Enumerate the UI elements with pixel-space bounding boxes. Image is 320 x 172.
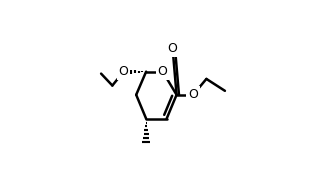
Text: O: O xyxy=(188,88,198,101)
Text: O: O xyxy=(119,65,129,78)
Text: O: O xyxy=(168,42,178,55)
Text: O: O xyxy=(158,65,168,78)
